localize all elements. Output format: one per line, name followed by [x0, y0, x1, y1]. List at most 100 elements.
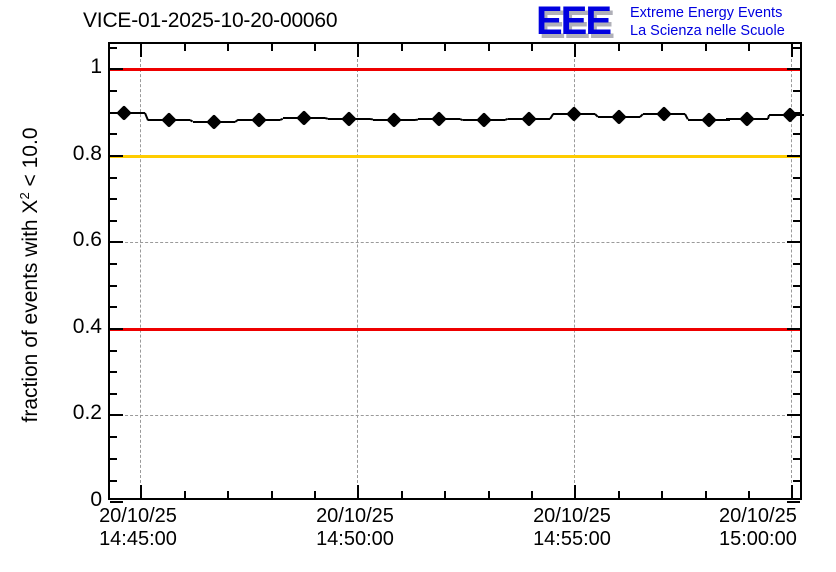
x-tick-minor-top	[271, 44, 273, 51]
data-point-marker	[701, 112, 717, 128]
x-tick-minor-bottom	[401, 491, 403, 498]
gridline-vertical-4	[791, 44, 792, 498]
y-tick-minor-right	[793, 436, 800, 438]
eee-logo-mark-front: EEE	[536, 0, 612, 43]
y-tick-minor-right	[793, 133, 800, 135]
y-tick-major-0-6	[110, 241, 123, 243]
data-point-marker	[611, 109, 627, 126]
y-tick-minor-right	[793, 47, 800, 49]
data-point-error-bar	[373, 118, 415, 121]
x-tick-minor-bottom	[227, 491, 229, 498]
eee-logo-mark-shadow: EEE	[539, 3, 615, 47]
y-tick-label-1: 1	[90, 55, 102, 78]
data-point-error-bar	[643, 113, 685, 116]
data-point-marker	[296, 110, 312, 127]
y-tick-minor-right	[793, 371, 800, 373]
data-point-marker	[739, 111, 755, 127]
y-tick-minor-right	[793, 220, 800, 222]
gridline-horizontal-0-2	[110, 415, 800, 416]
data-series-connector	[144, 112, 149, 121]
data-series-connector	[504, 118, 509, 122]
data-point-marker	[431, 111, 447, 127]
x-tick-label-2: 20/10/25 14:50:00	[285, 505, 425, 551]
y-tick-label-0-2: 0.2	[72, 401, 102, 424]
x-tick-label-3-time: 14:55:00	[533, 528, 611, 550]
data-series-connector	[549, 113, 554, 120]
data-point-error-bar	[148, 119, 190, 122]
x-tick-minor-top	[618, 44, 620, 51]
y-tick-major-0-4	[110, 328, 123, 330]
x-tick-minor-top	[488, 44, 490, 51]
data-series-connector	[369, 118, 374, 121]
y-tick-minor	[110, 133, 117, 135]
data-series-layer	[110, 44, 804, 502]
x-tick-minor-top	[748, 44, 750, 51]
y-tick-minor	[110, 263, 117, 265]
y-axis-title-superscript: 2	[17, 192, 32, 200]
y-tick-minor	[110, 47, 117, 49]
x-tick-minor-top	[227, 44, 229, 51]
y-tick-major-1-0	[110, 68, 123, 70]
y-tick-label-0-8: 0.8	[72, 142, 102, 165]
y-tick-major-0	[110, 501, 123, 503]
x-tick-major-bottom	[357, 485, 359, 498]
eee-logo-line2: La Scienza nelle Scuole	[630, 23, 785, 39]
data-point-error-bar	[726, 118, 768, 121]
x-tick-major-top	[791, 44, 793, 57]
data-series-connector	[594, 113, 599, 119]
data-point-marker	[116, 104, 132, 121]
y-tick-minor-right	[793, 90, 800, 92]
data-point-marker	[656, 106, 672, 123]
gridline-vertical-3	[574, 44, 575, 498]
x-tick-label-4: 20/10/25 15:00:00	[719, 505, 836, 551]
x-axis-tick-labels: 20/10/25 14:45:00 20/10/25 14:50:00 20/1…	[0, 505, 836, 565]
x-tick-minor-top	[314, 44, 316, 51]
data-point-error-bar	[238, 118, 280, 121]
eee-logo-line1: Extreme Energy Events	[630, 5, 783, 21]
y-tick-major-right	[787, 241, 800, 243]
reference-line-lower-limit	[110, 328, 800, 331]
y-tick-minor	[110, 350, 117, 352]
y-tick-label-0-6: 0.6	[72, 228, 102, 251]
y-tick-minor	[110, 371, 117, 373]
x-tick-label-1-date: 20/10/25	[99, 505, 177, 527]
y-tick-minor	[110, 220, 117, 222]
data-point-error-bar	[328, 118, 370, 121]
data-series-connector	[189, 119, 194, 123]
data-point-marker	[521, 111, 537, 127]
data-series-connector	[767, 115, 770, 120]
x-tick-minor-top	[444, 44, 446, 51]
data-point-error-bar	[688, 119, 730, 122]
x-tick-label-4-time: 15:00:00	[719, 528, 797, 550]
data-series-connector	[684, 113, 689, 121]
data-series-connector	[279, 117, 284, 121]
y-axis-tick-labels: 0 0.2 0.4 0.6 0.8 1	[38, 42, 102, 511]
data-point-error-bar	[418, 118, 460, 121]
x-tick-label-1-time: 14:45:00	[99, 528, 177, 550]
x-tick-minor-bottom	[748, 491, 750, 498]
y-tick-minor	[110, 198, 117, 200]
y-tick-minor-right	[793, 393, 800, 395]
y-tick-major-right	[787, 68, 800, 70]
x-tick-label-3-date: 20/10/25	[533, 505, 611, 527]
data-point-marker	[476, 112, 492, 129]
y-tick-minor	[110, 285, 117, 287]
y-tick-minor-right	[793, 198, 800, 200]
y-tick-minor	[110, 90, 117, 92]
x-tick-minor-bottom	[618, 491, 620, 498]
eee-logo-mark: EEE EEE	[536, 0, 624, 45]
data-point-error-bar	[283, 117, 325, 120]
x-tick-minor-bottom	[184, 491, 186, 498]
gridline-horizontal-0-6	[110, 242, 800, 243]
x-tick-minor-bottom	[271, 491, 273, 498]
data-point-error-bar	[769, 114, 804, 117]
data-series-connector	[459, 118, 464, 122]
data-point-marker	[206, 113, 222, 130]
y-tick-major-0-8	[110, 155, 123, 157]
data-series-connector	[725, 118, 731, 122]
data-series-connector	[324, 117, 329, 121]
x-tick-major-bottom	[140, 485, 142, 498]
x-tick-label-3: 20/10/25 14:55:00	[502, 505, 642, 551]
y-tick-minor	[110, 458, 117, 460]
